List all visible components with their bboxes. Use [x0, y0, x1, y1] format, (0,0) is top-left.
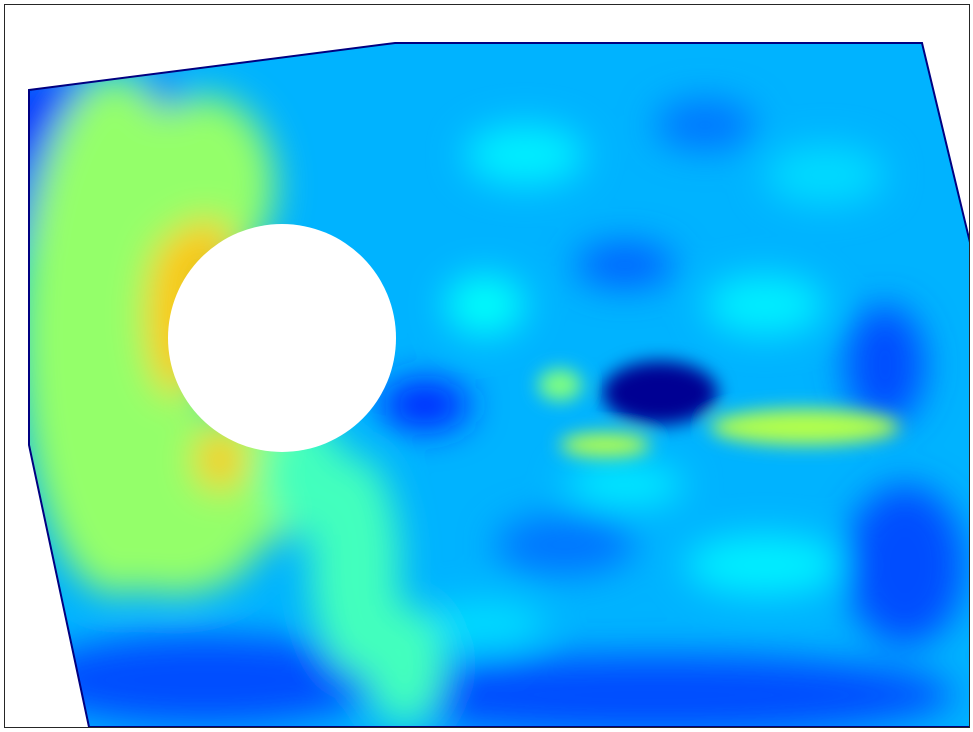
field-mottle	[845, 305, 925, 425]
field-mottle	[565, 465, 685, 505]
field-mottle	[705, 275, 825, 335]
field-mottle	[685, 535, 845, 595]
field-region	[29, 43, 969, 727]
field-mottle	[495, 515, 635, 575]
field-feature-left-band	[135, 95, 275, 275]
field-fine-blobs	[538, 361, 900, 457]
plot-area	[4, 4, 970, 728]
field-mottle	[765, 145, 885, 205]
field-feature-central-dark-spot	[602, 361, 718, 425]
heatmap-field	[28, 42, 969, 727]
field-feature-small-bright-spot	[538, 369, 582, 401]
field-mottle	[465, 125, 585, 185]
field-mottle	[445, 275, 525, 335]
field-feature-lower-diagonal-band	[365, 605, 445, 725]
field-feature-hole-left-edge-high	[196, 430, 244, 490]
field-feature-bottom-dark-band	[355, 655, 955, 727]
field-mottle	[575, 243, 675, 287]
field-mottle	[655, 100, 755, 150]
field-feature-bottom-dark-band	[29, 635, 385, 725]
field-feature-bottom-dark-band	[845, 485, 965, 645]
region-boundary	[28, 42, 969, 727]
field-mottle	[380, 380, 470, 430]
circular-hole	[168, 224, 396, 452]
field-mottle	[425, 600, 545, 650]
field-blobs	[29, 70, 965, 727]
field-feature-right-bright-streak	[710, 409, 900, 445]
field-feature-right-bright-streak	[560, 433, 650, 457]
